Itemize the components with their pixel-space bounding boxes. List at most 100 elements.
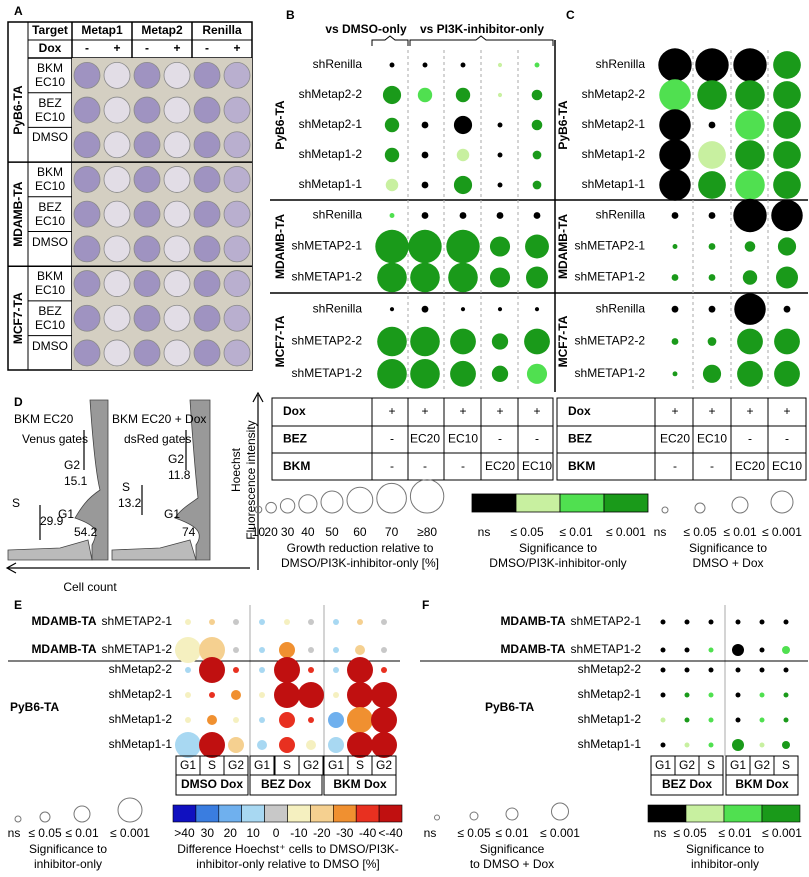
row-label-box: BEZ EC10 [35, 200, 65, 228]
legend-label: 60 [353, 525, 367, 539]
bubble [460, 62, 466, 68]
legend-label: ns [478, 525, 491, 539]
well [73, 200, 101, 228]
bubble [489, 267, 511, 288]
bubble [532, 150, 542, 160]
bubble [347, 732, 373, 758]
row-label: shRenilla [596, 301, 646, 315]
well [73, 61, 101, 89]
well [163, 200, 191, 228]
well [163, 96, 191, 124]
bubble [672, 371, 678, 377]
row-label-box: BEZ EC10 [35, 96, 65, 124]
bubble [328, 712, 344, 728]
bubble [660, 619, 666, 625]
panel-label: F [422, 598, 429, 612]
legend-bubble [254, 505, 263, 514]
bubble [333, 667, 339, 673]
table-cell: EC10 [522, 459, 552, 473]
bubble [660, 717, 666, 723]
legend-label: 50 [325, 525, 339, 539]
table-cell: EC10 [697, 432, 727, 446]
bubble [742, 270, 758, 285]
bubble [671, 305, 679, 313]
bubble [702, 364, 722, 383]
legend-swatch [287, 804, 311, 823]
gate-value: 74 [182, 525, 196, 539]
row-label: shMetap2-2 [578, 662, 642, 676]
row-label: shMETAP1-2 [102, 642, 173, 656]
group-label: MDAMB-TA [31, 642, 96, 656]
legend-label: ≤ 0.05 [683, 525, 717, 539]
histogram [174, 399, 211, 561]
bubble [774, 360, 800, 387]
row-label: shMetap1-1 [109, 737, 173, 751]
bubble [185, 692, 191, 698]
well [133, 200, 161, 228]
bubble [497, 182, 503, 188]
bubble [408, 229, 442, 264]
bubble [259, 619, 265, 625]
row-label: DMSO [32, 338, 68, 353]
dox-level: - [205, 41, 209, 55]
legend-swatch [172, 804, 197, 823]
bubble [497, 152, 503, 158]
header: Target [32, 23, 68, 37]
phase-label: G1 [655, 758, 671, 772]
legend-bubble [731, 496, 749, 514]
bubble [698, 171, 726, 199]
bubble [233, 619, 239, 625]
table-cell: - [535, 432, 539, 446]
row-label-box: DMSO [32, 130, 68, 144]
legend-label: 70 [385, 525, 399, 539]
legend-swatch [355, 804, 380, 823]
bubble [737, 360, 763, 387]
legend-bubble [469, 811, 479, 821]
bubble [698, 141, 726, 169]
group-label: MDAMB-TA [273, 214, 287, 279]
bubble [783, 619, 789, 625]
bubble [274, 657, 300, 683]
well [133, 166, 161, 193]
column-group-label: BKM Dox [333, 777, 387, 791]
well [103, 61, 131, 89]
bubble [708, 212, 716, 219]
well [163, 339, 191, 367]
header: Metap2 [141, 23, 183, 37]
legend-caption: Growth reduction relative to [287, 541, 434, 555]
legend-caption: to DMSO + Dox [470, 857, 554, 871]
table-cell: EC20 [410, 432, 440, 446]
bubble [708, 121, 716, 129]
legend-bubble [434, 814, 440, 821]
bubble [306, 740, 316, 750]
group-label: MDAMB-TA [556, 214, 570, 279]
bubble [735, 692, 741, 698]
bubble [185, 667, 191, 673]
row-label: shMETAP2-2 [575, 334, 646, 348]
header: vs DMSO-only [325, 22, 407, 36]
bubble [773, 51, 801, 79]
bubble [357, 619, 363, 625]
well [163, 270, 191, 297]
legend-caption: inhibitor-only [691, 857, 759, 871]
gate-value: 15.1 [64, 474, 88, 488]
bubble [333, 647, 339, 653]
legend-label: 20 [264, 525, 278, 539]
well [193, 235, 221, 263]
bubble [446, 229, 480, 264]
bubble [450, 328, 476, 355]
phase-label: G2 [754, 758, 770, 772]
bubble [389, 307, 395, 312]
phase-label: S [283, 758, 291, 772]
row-label: shMETAP1-2 [292, 270, 363, 284]
row-label: shMetap1-1 [582, 177, 646, 191]
well [73, 131, 101, 159]
phase-label: G1 [730, 758, 746, 772]
column-group-label: BKM Dox [735, 777, 789, 791]
legend-bubble [117, 797, 143, 823]
gate-value: 54.2 [74, 525, 98, 539]
bubble [759, 667, 765, 673]
gate-name: G1 [58, 507, 74, 521]
bubble [735, 110, 765, 140]
row-label: shMETAP2-1 [571, 614, 642, 628]
